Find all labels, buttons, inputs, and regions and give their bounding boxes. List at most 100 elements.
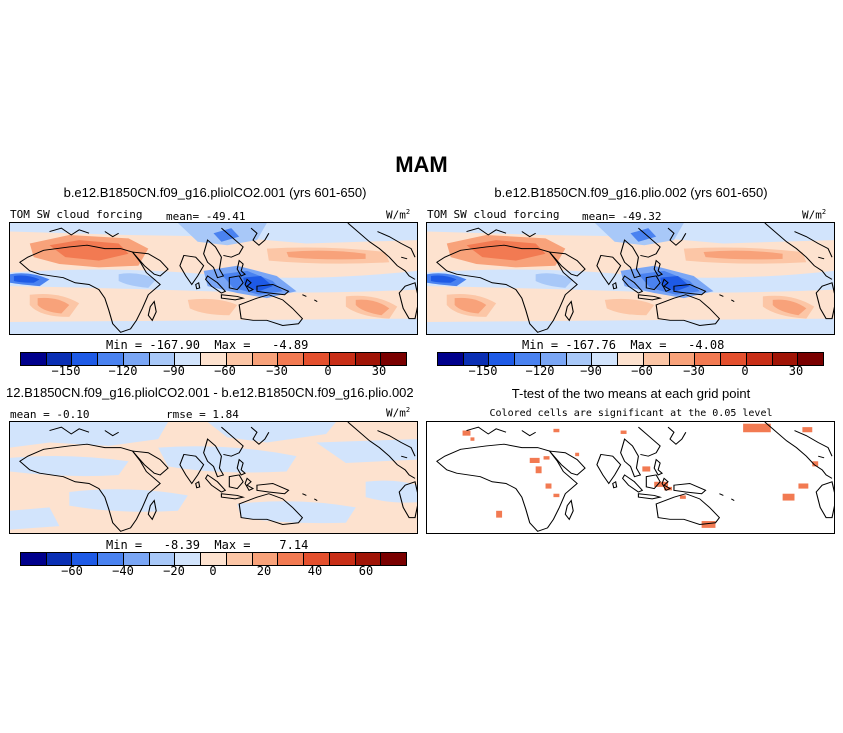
colorbar-tick: 20 [256, 564, 272, 578]
panel-b-mean: mean= -49.32 [582, 210, 662, 223]
panel-a-units: W/m2 [386, 208, 410, 222]
colorbar-swatch [175, 353, 202, 365]
colorbar-tick: 0 [209, 564, 217, 578]
colorbar-swatch [21, 553, 47, 565]
colorbar-swatch [515, 353, 541, 365]
panel-c-units-exp: 2 [405, 406, 411, 414]
panel-b-units-base: W/m [802, 208, 822, 222]
panel-b-units-exp: 2 [821, 208, 827, 216]
colorbar-swatch [98, 353, 124, 365]
colorbar-swatch [304, 353, 330, 365]
panel-a-mean: mean= -49.41 [166, 210, 246, 223]
panel-d-title: T-test of the two means at each grid poi… [511, 386, 751, 401]
panel-b-ticks: −150 −120 −90 −60 −30 0 30 [437, 364, 822, 380]
figure-title: MAM [395, 152, 448, 177]
colorbar-tick: −30 [683, 364, 705, 378]
colorbar-swatch [618, 353, 644, 365]
panel-b-title: b.e12.B1850CN.f09_g16.plio.002 (yrs 601-… [494, 185, 768, 200]
colorbar-tick: −60 [214, 364, 236, 378]
colorbar-tick: −150 [51, 364, 81, 378]
colorbar-swatch [252, 353, 279, 365]
panel-c-title: 12.B1850CN.f09_g16.pliolCO2.001 - b.e12.… [6, 385, 414, 400]
panel-b-var-label: TOM SW cloud forcing [427, 208, 560, 221]
colorbar-swatch [149, 553, 176, 565]
colorbar-swatch [355, 553, 382, 565]
colorbar-tick: 40 [307, 564, 323, 578]
panel-a-units-exp: 2 [405, 208, 411, 216]
colorbar-tick: −90 [580, 364, 602, 378]
colorbar-swatch [463, 353, 490, 365]
colorbar-swatch [329, 553, 356, 565]
colorbar-swatch [252, 553, 279, 565]
panel-b-minmax: Min = -167.76 Max = -4.08 [522, 338, 725, 352]
colorbar-swatch [98, 553, 124, 565]
colorbar-swatch [304, 553, 330, 565]
panel-c-map [9, 421, 418, 534]
colorbar-swatch [798, 353, 824, 365]
colorbar-tick: −90 [163, 364, 185, 378]
colorbar-tick: −150 [468, 364, 498, 378]
colorbar-tick: −60 [631, 364, 653, 378]
colorbar-tick: 30 [788, 364, 804, 378]
colorbar-swatch [721, 353, 747, 365]
colorbar-swatch [489, 353, 516, 365]
colorbar-swatch [438, 353, 464, 365]
panel-a-title: b.e12.B1850CN.f09_g16.pliolCO2.001 (yrs … [63, 185, 367, 200]
panel-b-map [426, 222, 835, 335]
panel-c-units-base: W/m [386, 406, 406, 420]
panel-d-subtitle: Colored cells are significant at the 0.0… [489, 408, 773, 419]
panel-c-units: W/m2 [386, 406, 410, 420]
colorbar-swatch [72, 353, 99, 365]
colorbar-swatch [540, 353, 567, 365]
colorbar-swatch [175, 553, 202, 565]
colorbar-swatch [278, 553, 305, 565]
panel-c-mean: mean = -0.10 [10, 408, 90, 421]
colorbar-swatch [355, 353, 382, 365]
colorbar-swatch [643, 353, 670, 365]
colorbar-swatch [226, 353, 253, 365]
colorbar-swatch [278, 353, 305, 365]
colorbar-swatch [566, 353, 593, 365]
colorbar-swatch [329, 353, 356, 365]
colorbar-swatch [72, 553, 99, 565]
colorbar-tick: −120 [525, 364, 555, 378]
panel-c-ticks: −60 −40 −20 0 20 40 60 [20, 564, 405, 580]
panel-a-colorbar [20, 352, 407, 366]
colorbar-swatch [772, 353, 799, 365]
panel-b-colorbar [437, 352, 824, 366]
colorbar-tick: −30 [266, 364, 288, 378]
colorbar-tick: −120 [108, 364, 138, 378]
colorbar-tick: −20 [163, 564, 185, 578]
colorbar-swatch [226, 553, 253, 565]
colorbar-swatch [21, 353, 47, 365]
colorbar-tick: −40 [112, 564, 134, 578]
colorbar-swatch [46, 553, 73, 565]
colorbar-swatch [149, 353, 176, 365]
colorbar-tick: 0 [324, 364, 332, 378]
colorbar-swatch [123, 553, 150, 565]
panel-a-units-base: W/m [386, 208, 406, 222]
colorbar-swatch [201, 353, 227, 365]
panel-c-colorbar [20, 552, 407, 566]
colorbar-swatch [381, 553, 407, 565]
panel-c-minmax: Min = -8.39 Max = 7.14 [106, 538, 309, 552]
colorbar-tick: 30 [371, 364, 387, 378]
panel-a-map [9, 222, 418, 335]
panel-c-rmse: rmse = 1.84 [166, 408, 239, 421]
colorbar-swatch [695, 353, 722, 365]
colorbar-tick: 0 [741, 364, 749, 378]
colorbar-swatch [123, 353, 150, 365]
colorbar-tick: −60 [61, 564, 83, 578]
colorbar-swatch [746, 353, 773, 365]
panel-a-minmax: Min = -167.90 Max = -4.89 [106, 338, 309, 352]
colorbar-tick: 60 [358, 564, 374, 578]
panel-d-map [426, 421, 835, 534]
colorbar-swatch [46, 353, 73, 365]
panel-b-units: W/m2 [802, 208, 826, 222]
colorbar-swatch [381, 353, 407, 365]
colorbar-swatch [592, 353, 619, 365]
colorbar-swatch [201, 553, 227, 565]
colorbar-swatch [669, 353, 696, 365]
panel-a-var-label: TOM SW cloud forcing [10, 208, 143, 221]
panel-a-ticks: −150 −120 −90 −60 −30 0 30 [20, 364, 405, 380]
